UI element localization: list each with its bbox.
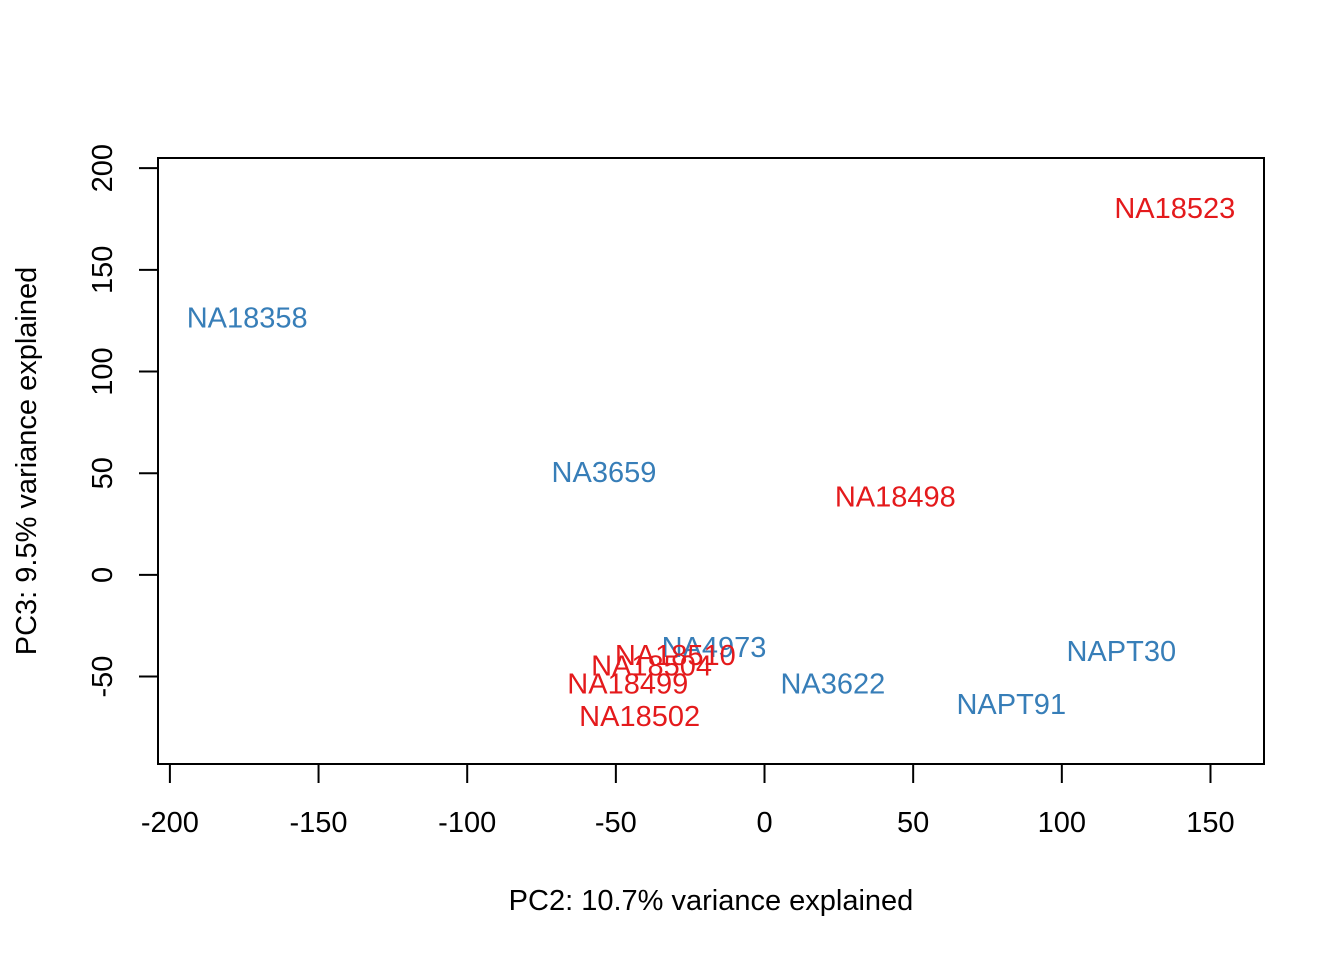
x-tick-label: -100	[438, 807, 496, 839]
y-tick-label: 150	[87, 246, 119, 294]
x-tick-label: 100	[1038, 807, 1086, 839]
x-tick-label: 50	[897, 807, 929, 839]
x-tick-label: 150	[1186, 807, 1234, 839]
y-tick-label: 0	[87, 567, 119, 583]
y-axis-label: PC3: 9.5% variance explained	[11, 267, 43, 656]
point-label-napt30: NAPT30	[1066, 636, 1176, 668]
x-axis: -200 -150 -100 -50 0 50 100 150	[141, 763, 1235, 839]
x-axis-label: PC2: 10.7% variance explained	[509, 885, 914, 917]
point-label-na3659: NA3659	[552, 457, 657, 489]
y-tick-label: 50	[87, 457, 119, 489]
point-label-na3622: NA3622	[780, 669, 885, 701]
point-label-na18499: NA18499	[567, 669, 688, 701]
point-label-na18502: NA18502	[579, 701, 700, 733]
y-tick-label: 200	[87, 144, 119, 192]
point-label-na18498: NA18498	[835, 482, 956, 514]
y-axis: -50 0 50 100 150 200	[87, 144, 159, 698]
point-label-na18510: NA18510	[615, 640, 736, 672]
x-tick-label: 0	[756, 807, 772, 839]
point-label-na18523: NA18523	[1114, 193, 1235, 225]
point-label-na18358: NA18358	[187, 303, 308, 335]
y-tick-label: -50	[87, 656, 119, 698]
x-tick-label: -50	[595, 807, 637, 839]
x-tick-label: -200	[141, 807, 199, 839]
point-label-na4973: NA4973	[662, 632, 767, 664]
x-tick-label: -150	[290, 807, 348, 839]
point-label-napt91: NAPT91	[956, 689, 1066, 721]
point-labels: NA18523 NA18358 NA3659 NA18498 NA4973NA18510…	[187, 193, 1236, 733]
y-tick-label: 100	[87, 347, 119, 395]
point-label-na18504: NA18504	[591, 650, 712, 682]
